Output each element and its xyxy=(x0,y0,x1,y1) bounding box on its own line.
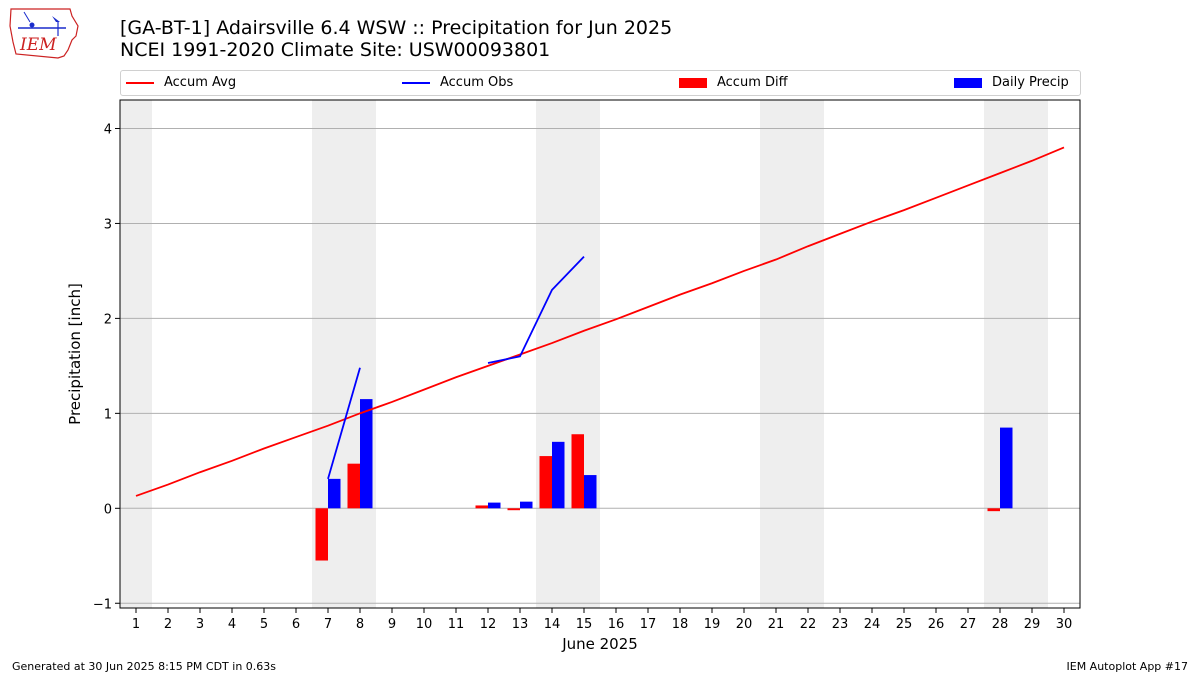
x-tick-label: 14 xyxy=(544,617,561,632)
accum-diff-bar xyxy=(347,463,360,509)
y-tick-label: 1 xyxy=(104,407,112,422)
x-axis-label: June 2025 xyxy=(561,635,638,653)
iem-logo: IEM xyxy=(8,6,82,60)
daily-precip-bar xyxy=(584,475,597,509)
x-tick-label: 29 xyxy=(1024,617,1041,632)
x-tick-label: 23 xyxy=(832,617,849,632)
accum-diff-bar xyxy=(571,434,584,509)
accum-avg-line xyxy=(135,146,1065,497)
y-tick-label: −1 xyxy=(93,597,112,612)
x-tick-label: 1 xyxy=(132,617,140,632)
plot-frame xyxy=(119,99,1081,609)
x-tick-label: 6 xyxy=(292,617,300,632)
x-tick-label: 2 xyxy=(164,617,172,632)
weekend-shade xyxy=(760,100,824,608)
weekend-shade xyxy=(120,100,152,608)
x-tick-label: 13 xyxy=(512,617,529,632)
accum-diff-bar xyxy=(507,508,520,511)
accum-diff-bar xyxy=(987,508,1000,512)
legend-swatch xyxy=(126,81,154,84)
legend-item-accum-diff: Accum Diff xyxy=(679,74,788,92)
legend-item-accum-avg: Accum Avg xyxy=(126,74,236,92)
x-tick-label: 10 xyxy=(416,617,433,632)
x-tick-label: 8 xyxy=(356,617,364,632)
iem-iowa-logo-icon: IEM xyxy=(9,8,79,59)
accum-diff-bar xyxy=(315,508,328,561)
legend-swatch xyxy=(954,77,982,88)
chart-title: [GA-BT-1] Adairsville 6.4 WSW :: Precipi… xyxy=(120,17,673,39)
legend-swatch xyxy=(402,81,430,84)
accum-obs-line xyxy=(327,367,361,480)
legend-label: Accum Diff xyxy=(717,75,788,90)
footer-app: IEM Autoplot App #17 xyxy=(1066,660,1189,673)
chart-subtitle: NCEI 1991-2020 Climate Site: USW00093801 xyxy=(120,39,551,61)
x-tick-label: 30 xyxy=(1056,617,1073,632)
accum-obs-line xyxy=(487,256,585,364)
x-tick-label: 17 xyxy=(640,617,657,632)
legend-label: Daily Precip xyxy=(992,75,1069,90)
y-tick-label: 4 xyxy=(104,122,112,137)
x-tick-label: 12 xyxy=(480,617,497,632)
x-tick-label: 5 xyxy=(260,617,268,632)
daily-precip-bar xyxy=(328,478,341,509)
x-tick-label: 15 xyxy=(576,617,593,632)
legend-swatch xyxy=(679,77,707,88)
legend-label: Accum Obs xyxy=(440,75,514,90)
daily-precip-bar xyxy=(488,502,501,509)
legend-item-accum-obs: Accum Obs xyxy=(402,74,513,92)
footer-generated: Generated at 30 Jun 2025 8:15 PM CDT in … xyxy=(12,660,277,673)
legend-item-daily-precip: Daily Precip xyxy=(954,74,1069,92)
x-tick-label: 19 xyxy=(704,617,721,632)
x-tick-label: 11 xyxy=(448,617,465,632)
y-tick-label: 2 xyxy=(104,312,112,327)
x-tick-label: 22 xyxy=(800,617,817,632)
x-tick-label: 18 xyxy=(672,617,689,632)
x-tick-label: 26 xyxy=(928,617,945,632)
x-tick-label: 16 xyxy=(608,617,625,632)
y-axis-label: Precipitation [inch] xyxy=(66,283,84,425)
daily-precip-bar xyxy=(360,399,373,509)
x-tick-label: 4 xyxy=(228,617,236,632)
daily-precip-bar xyxy=(552,441,565,509)
accum-diff-bar xyxy=(475,505,488,509)
x-tick-label: 7 xyxy=(324,617,332,632)
x-tick-label: 24 xyxy=(864,617,881,632)
y-tick-label: 0 xyxy=(104,502,112,517)
x-tick-label: 9 xyxy=(388,617,396,632)
daily-precip-bar xyxy=(1000,427,1013,509)
x-tick-label: 28 xyxy=(992,617,1009,632)
x-tick-label: 27 xyxy=(960,617,977,632)
daily-precip-bar xyxy=(520,501,533,509)
accum-diff-bar xyxy=(539,456,552,509)
logo-text: IEM xyxy=(19,35,57,55)
x-tick-label: 3 xyxy=(196,617,204,632)
weekend-shade xyxy=(536,100,600,608)
legend-label: Accum Avg xyxy=(164,75,237,90)
weekend-shade xyxy=(984,100,1048,608)
chart-legend: Accum Avg Accum Obs Accum Diff Daily Pre… xyxy=(120,70,1081,96)
x-tick-label: 21 xyxy=(768,617,785,632)
x-tick-label: 25 xyxy=(896,617,913,632)
x-tick-label: 20 xyxy=(736,617,753,632)
y-tick-label: 3 xyxy=(104,217,112,232)
